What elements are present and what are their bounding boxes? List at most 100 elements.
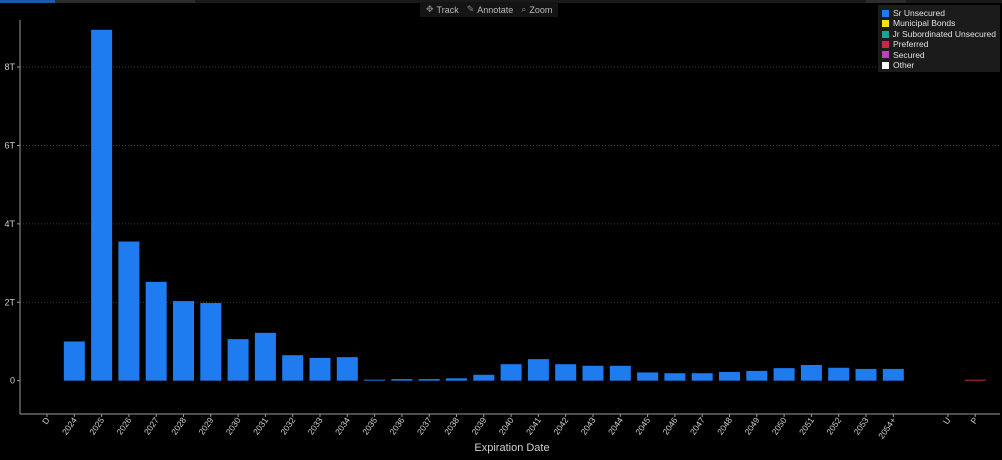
- legend-swatch: [882, 30, 889, 38]
- legend-label: Sr Unsecured: [893, 8, 945, 18]
- legend-item-secured[interactable]: Secured: [882, 50, 996, 60]
- legend-item-jr-subordinated-unsecured[interactable]: Jr Subordinated Unsecured: [882, 29, 996, 39]
- bars: [63, 29, 986, 381]
- x-tick-label: 2034: [333, 415, 352, 436]
- x-tick-label: 2049: [742, 415, 761, 436]
- bar-2037[interactable]: [418, 379, 440, 381]
- gridlines: [20, 66, 1000, 303]
- active-tab-indicator: [0, 0, 55, 3]
- legend-item-municipal-bonds[interactable]: Municipal Bonds: [882, 18, 996, 28]
- bar-2035[interactable]: [364, 379, 386, 381]
- bar-P[interactable]: [964, 379, 986, 381]
- bar-2045[interactable]: [637, 372, 659, 381]
- x-tick-label: 2028: [169, 415, 188, 436]
- x-tick-label: 2045: [633, 415, 652, 436]
- y-tick-label: 4T: [4, 219, 15, 229]
- magnifier-icon: ⌕: [521, 4, 527, 14]
- x-tick-label: 2044: [606, 415, 625, 436]
- bar-2041[interactable]: [527, 359, 549, 381]
- bar-2039[interactable]: [473, 374, 495, 381]
- track-button[interactable]: ✥ Track: [426, 4, 459, 15]
- x-tick-label: 2039: [469, 415, 488, 436]
- x-tick-label: U: [941, 415, 953, 426]
- legend-swatch: [882, 9, 889, 17]
- bar-2042[interactable]: [555, 364, 577, 381]
- legend-swatch: [882, 51, 889, 59]
- legend-label: Secured: [893, 49, 925, 60]
- zoom-label: Zoom: [529, 4, 553, 15]
- bar-2047[interactable]: [691, 373, 713, 381]
- tab-strip-segment: [55, 0, 195, 3]
- bar-2054-plus[interactable]: [882, 368, 904, 381]
- legend-label: Other: [893, 60, 915, 71]
- bar-2024[interactable]: [63, 341, 85, 381]
- legend-item-other[interactable]: Other: [882, 60, 996, 70]
- x-tick-label: 2029: [196, 415, 215, 436]
- x-tick-label: 2043: [579, 415, 598, 436]
- bar-2043[interactable]: [582, 365, 604, 381]
- bar-2048[interactable]: [719, 372, 740, 381]
- chart-legend: Sr Unsecured Municipal Bonds Jr Subordin…: [878, 5, 1000, 72]
- legend-swatch: [882, 20, 889, 28]
- bar-2050[interactable]: [773, 368, 795, 381]
- y-tick-label: 2T: [4, 297, 15, 307]
- legend-swatch: [882, 40, 889, 48]
- bar-2053[interactable]: [855, 368, 877, 381]
- bar-2030[interactable]: [227, 339, 249, 381]
- x-tick-label: 2024: [60, 415, 79, 436]
- bar-2046[interactable]: [664, 373, 686, 381]
- bar-2027[interactable]: [145, 281, 167, 381]
- bar-2029[interactable]: [200, 303, 222, 381]
- x-tick-label: 2026: [114, 415, 133, 436]
- x-tick-label: 2048: [715, 415, 734, 436]
- x-tick-label: 2046: [660, 415, 679, 436]
- bar-2038[interactable]: [446, 378, 467, 381]
- x-axis-title: Expiration Date: [474, 442, 549, 454]
- x-tick-label: 2037: [415, 415, 434, 436]
- x-tick-label: 2032: [278, 415, 297, 436]
- bar-2028[interactable]: [173, 301, 194, 381]
- axes: [17, 20, 1000, 417]
- x-tick-label: D: [40, 415, 52, 426]
- legend-label: Municipal Bonds: [893, 18, 956, 29]
- bar-2036[interactable]: [391, 379, 413, 381]
- bar-2044[interactable]: [609, 365, 631, 381]
- x-tick-label: 2050: [770, 415, 789, 436]
- x-tick-label: 2035: [360, 415, 379, 436]
- tab-strip-segment-right: [866, 0, 906, 3]
- x-tick-label: 2047: [688, 415, 707, 436]
- bar-2049[interactable]: [746, 370, 768, 381]
- x-tick-label: 2033: [306, 415, 325, 436]
- tick-labels: 0 2T 4T 6T 8T D 2024 2025 2026 2027 2028 2029 2030 20…: [4, 62, 980, 441]
- legend-item-sr-unsecured[interactable]: Sr Unsecured: [882, 8, 996, 18]
- x-tick-label: 2027: [142, 415, 161, 436]
- bar-2040[interactable]: [500, 364, 522, 381]
- bar-2051[interactable]: [800, 364, 822, 381]
- bar-2052[interactable]: [828, 367, 850, 381]
- annotate-label: Annotate: [477, 4, 514, 15]
- x-tick-label: 2036: [387, 415, 406, 436]
- bar-2032[interactable]: [282, 355, 304, 381]
- x-tick-label: 2054+: [876, 415, 898, 440]
- y-tick-label: 6T: [4, 140, 15, 150]
- top-strip: [0, 0, 1002, 3]
- x-tick-label: 2051: [797, 415, 816, 436]
- legend-item-preferred[interactable]: Preferred: [882, 39, 996, 49]
- zoom-button[interactable]: ⌕ Zoom: [521, 4, 552, 15]
- annotate-button[interactable]: ✎ Annotate: [467, 4, 514, 15]
- chart-toolbar: ✥ Track ✎ Annotate ⌕ Zoom: [420, 2, 559, 17]
- bar-2025[interactable]: [91, 29, 113, 381]
- bar-2034[interactable]: [336, 357, 358, 381]
- x-tick-label: 2042: [551, 415, 570, 436]
- pencil-icon: ✎: [466, 4, 475, 14]
- bar-2026[interactable]: [118, 241, 140, 381]
- y-tick-label: 8T: [4, 62, 15, 72]
- x-tick-label: 2040: [497, 415, 516, 436]
- bar-2031[interactable]: [254, 332, 276, 381]
- y-tick-label: 0: [10, 376, 15, 386]
- bar-2033[interactable]: [309, 357, 331, 381]
- x-tick-label: 2025: [87, 415, 106, 436]
- x-tick-label: 2031: [251, 415, 270, 436]
- legend-swatch: [882, 61, 889, 69]
